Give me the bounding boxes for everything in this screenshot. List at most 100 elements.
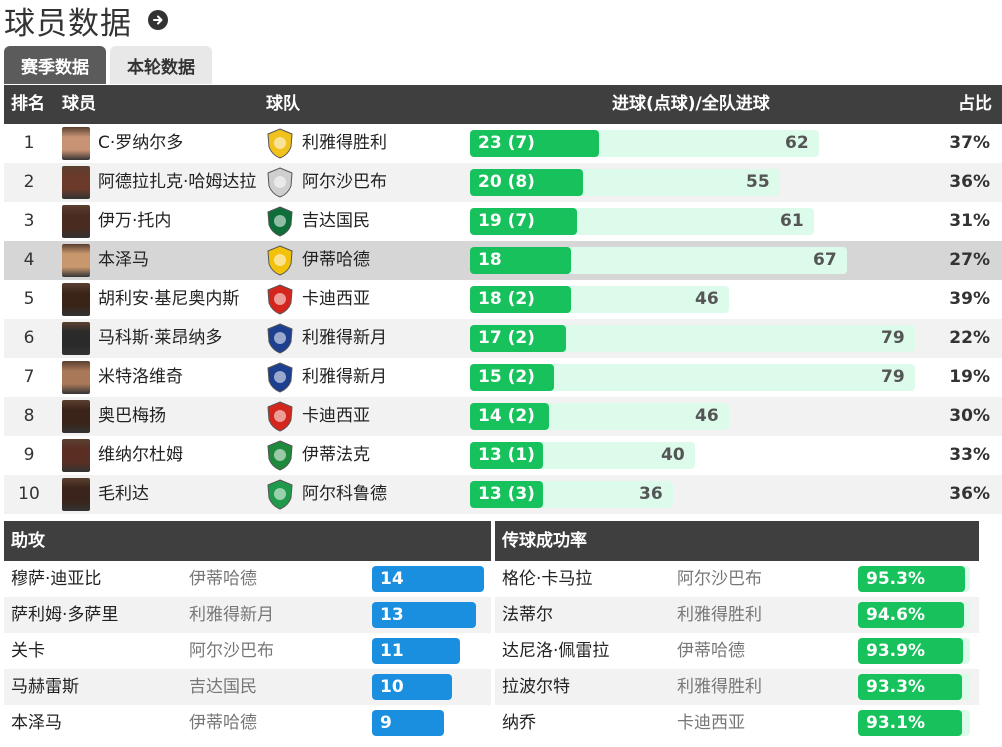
team-name[interactable]: 吉达国民	[189, 677, 257, 697]
list-item[interactable]: 穆萨·迪亚比 伊蒂哈德 14	[4, 561, 491, 597]
team-badge-icon	[266, 440, 294, 471]
tab-season-stats[interactable]: 赛季数据	[4, 46, 106, 84]
team-name[interactable]: 吉达国民	[302, 211, 370, 231]
team-name[interactable]: 阿尔沙巴布	[189, 641, 274, 661]
rank-cell: 8	[23, 406, 35, 426]
player-goals-bar: 19 (7)	[470, 208, 577, 235]
player-avatar	[62, 205, 90, 238]
team-goals-value: 46	[695, 406, 719, 426]
player-name[interactable]: 阿德拉扎克·哈姆达拉	[98, 172, 257, 192]
list-item[interactable]: 本泽马 伊蒂哈德 9	[4, 705, 491, 741]
player-name[interactable]: 马科斯·莱昂纳多	[98, 328, 223, 348]
team-name[interactable]: 利雅得胜利	[677, 605, 762, 625]
player-goals-bar: 17 (2)	[470, 325, 566, 352]
rank-cell: 7	[23, 367, 35, 387]
table-header: 排名 球员 球队 进球(点球)/全队进球 占比	[4, 85, 1002, 124]
player-avatar	[62, 439, 90, 472]
player-name[interactable]: 米特洛维奇	[98, 367, 183, 387]
table-row[interactable]: 5 胡利安·基尼奥内斯 卡迪西亚 18 (2) 46 39%	[4, 280, 1002, 319]
table-row[interactable]: 1 C·罗纳尔多 利雅得胜利 23 (7) 62 37%	[4, 124, 1002, 163]
team-badge-icon	[266, 284, 294, 315]
team-name[interactable]: 利雅得胜利	[677, 677, 762, 697]
team-name[interactable]: 阿尔科鲁德	[302, 484, 387, 504]
table-row[interactable]: 8 奥巴梅扬 卡迪西亚 14 (2) 46 30%	[4, 397, 1002, 436]
table-row[interactable]: 9 维纳尔杜姆 伊蒂法克 13 (1) 40 33%	[4, 436, 1002, 475]
stat-bar: 94.6%	[858, 602, 964, 628]
team-name[interactable]: 伊蒂哈德	[189, 713, 257, 733]
player-name[interactable]: 关卡	[11, 641, 45, 661]
team-name[interactable]: 利雅得新月	[302, 367, 387, 387]
tab-round-stats[interactable]: 本轮数据	[110, 46, 212, 84]
player-name[interactable]: 拉波尔特	[502, 677, 570, 697]
player-name[interactable]: 格伦·卡马拉	[502, 569, 593, 589]
table-row[interactable]: 6 马科斯·莱昂纳多 利雅得新月 17 (2) 79 22%	[4, 319, 1002, 358]
team-name[interactable]: 卡迪西亚	[677, 713, 745, 733]
table-row[interactable]: 4 本泽马 伊蒂哈德 18 67 27%	[4, 241, 1002, 280]
player-avatar	[62, 400, 90, 433]
team-name[interactable]: 伊蒂法克	[302, 445, 370, 465]
table-row[interactable]: 3 伊万·托内 吉达国民 19 (7) 61 31%	[4, 202, 1002, 241]
player-name[interactable]: 胡利安·基尼奥内斯	[98, 289, 240, 309]
col-team: 球队	[266, 94, 300, 114]
player-name[interactable]: 马赫雷斯	[11, 677, 79, 697]
team-name[interactable]: 卡迪西亚	[302, 406, 370, 426]
team-badge-icon	[266, 128, 294, 159]
player-name[interactable]: 维纳尔杜姆	[98, 445, 183, 465]
team-name[interactable]: 伊蒂哈德	[677, 641, 745, 661]
goal-ratio: 33%	[949, 445, 990, 465]
player-goals-bar: 18	[470, 247, 571, 274]
player-avatar	[62, 127, 90, 160]
list-item[interactable]: 法蒂尔 利雅得胜利 94.6%	[495, 597, 979, 633]
list-item[interactable]: 格伦·卡马拉 阿尔沙巴布 95.3%	[495, 561, 979, 597]
player-name[interactable]: C·罗纳尔多	[98, 133, 184, 153]
goal-ratio: 30%	[949, 406, 990, 426]
player-name[interactable]: 毛利达	[98, 484, 149, 504]
team-goals-value: 79	[881, 367, 905, 387]
team-name[interactable]: 阿尔沙巴布	[677, 569, 762, 589]
team-goals-value: 55	[746, 172, 770, 192]
team-badge-icon	[266, 479, 294, 510]
table-row[interactable]: 7 米特洛维奇 利雅得新月 15 (2) 79 19%	[4, 358, 1002, 397]
team-name[interactable]: 阿尔沙巴布	[302, 172, 387, 192]
arrow-circle-right-icon[interactable]	[148, 10, 168, 30]
passing-panel: 传球成功率 格伦·卡马拉 阿尔沙巴布 95.3% 法蒂尔 利雅得胜利 94.6% 达尼洛·佩…	[495, 521, 979, 741]
team-name[interactable]: 利雅得胜利	[302, 133, 387, 153]
team-name[interactable]: 伊蒂哈德	[189, 569, 257, 589]
goal-ratio: 36%	[949, 484, 990, 504]
passing-title: 传球成功率	[495, 521, 979, 561]
player-name[interactable]: 法蒂尔	[502, 605, 553, 625]
player-avatar	[62, 166, 90, 199]
table-row[interactable]: 10 毛利达 阿尔科鲁德 13 (3) 36 36%	[4, 475, 1002, 514]
team-badge-icon	[266, 323, 294, 354]
list-item[interactable]: 拉波尔特 利雅得胜利 93.3%	[495, 669, 979, 705]
team-name[interactable]: 卡迪西亚	[302, 289, 370, 309]
team-name[interactable]: 利雅得新月	[302, 328, 387, 348]
team-badge-icon	[266, 167, 294, 198]
player-name[interactable]: 本泽马	[11, 713, 62, 733]
goal-ratio: 19%	[949, 367, 990, 387]
team-name[interactable]: 利雅得新月	[189, 605, 274, 625]
stat-bar: 93.3%	[858, 674, 962, 700]
tab-bar: 赛季数据 本轮数据	[4, 46, 216, 84]
col-player: 球员	[62, 94, 96, 114]
list-item[interactable]: 萨利姆·多萨里 利雅得新月 13	[4, 597, 491, 633]
rank-cell: 10	[18, 484, 40, 504]
col-ratio: 占比	[958, 94, 992, 114]
player-name[interactable]: 达尼洛·佩雷拉	[502, 641, 610, 661]
player-name[interactable]: 穆萨·迪亚比	[11, 569, 102, 589]
list-item[interactable]: 关卡 阿尔沙巴布 11	[4, 633, 491, 669]
player-name[interactable]: 萨利姆·多萨里	[11, 605, 119, 625]
list-item[interactable]: 纳乔 卡迪西亚 93.1%	[495, 705, 979, 741]
rank-cell: 1	[23, 133, 35, 153]
table-row[interactable]: 2 阿德拉扎克·哈姆达拉 阿尔沙巴布 20 (8) 55 36%	[4, 163, 1002, 202]
list-item[interactable]: 马赫雷斯 吉达国民 10	[4, 669, 491, 705]
team-goals-value: 36	[639, 484, 663, 504]
list-item[interactable]: 达尼洛·佩雷拉 伊蒂哈德 93.9%	[495, 633, 979, 669]
player-name[interactable]: 本泽马	[98, 250, 149, 270]
player-name[interactable]: 伊万·托内	[98, 211, 172, 231]
goal-ratio: 27%	[949, 250, 990, 270]
player-name[interactable]: 奥巴梅扬	[98, 406, 166, 426]
player-name[interactable]: 纳乔	[502, 713, 536, 733]
team-badge-icon	[266, 206, 294, 237]
team-name[interactable]: 伊蒂哈德	[302, 250, 370, 270]
